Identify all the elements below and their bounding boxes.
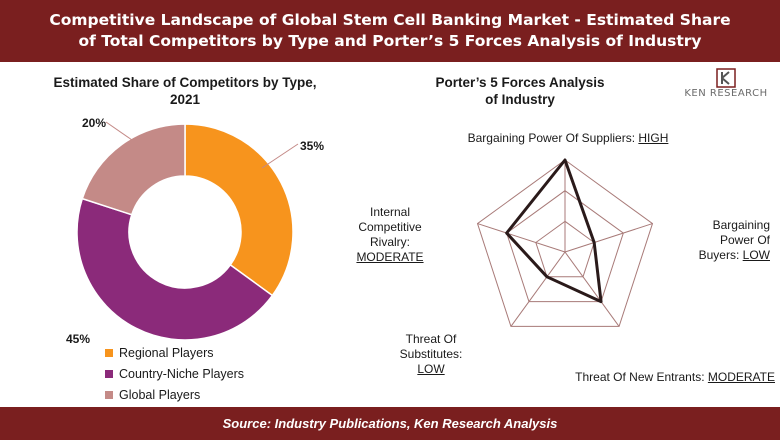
radar-grid-ring: [535, 220, 595, 278]
radar-label-substitutes: Threat Of Substitutes: LOW: [388, 332, 474, 377]
legend-label: Country-Niche Players: [119, 366, 245, 381]
radar-axis-level: MODERATE: [356, 250, 424, 264]
radar-axis-level: LOW: [417, 362, 445, 376]
pct-label-country-niche: 45%: [66, 332, 91, 346]
donut-chart: [76, 123, 294, 340]
radar-label-rivalry: Internal Competitive Rivalry: MODERATE: [340, 205, 440, 265]
donut-slice-country-niche: [76, 197, 274, 340]
donut-slice-regional: [184, 123, 294, 297]
donut-legend: Regional Players Country-Niche Players G…: [105, 342, 244, 405]
legend-label: Global Players: [119, 387, 201, 402]
radar-spoke: [564, 223, 653, 253]
legend-swatch: [105, 369, 113, 378]
radar-chart: [476, 158, 654, 327]
footer-banner: Source: Industry Publications, Ken Resea…: [0, 407, 780, 440]
logo-text: KEN RESEARCH: [684, 88, 768, 99]
radar-axis-name: Bargaining Power Of Buyers:: [698, 218, 770, 262]
donut-slice-global: [81, 123, 186, 216]
radar-axis-name: Threat Of Substitutes:: [399, 332, 463, 361]
radar-chart-title: Porter’s 5 Forces Analysis of Industry: [435, 75, 605, 107]
header-banner: Competitive Landscape of Global Stem Cel…: [0, 0, 780, 62]
radar-grid-ring: [506, 190, 624, 303]
legend-item-country-niche: Country-Niche Players: [105, 363, 244, 384]
legend-label: Regional Players: [119, 345, 214, 360]
pct-label-global: 20%: [82, 116, 107, 130]
source-note: Source: Industry Publications, Ken Resea…: [222, 416, 558, 431]
ken-research-logo-icon: [716, 68, 736, 88]
radar-series-line: [505, 158, 603, 304]
legend-item-regional: Regional Players: [105, 342, 244, 363]
legend-item-global: Global Players: [105, 384, 244, 405]
radar-label-suppliers: Bargaining Power Of Suppliers: HIGH: [448, 131, 688, 146]
radar-spoke: [477, 223, 566, 253]
radar-axis-name: Threat Of New Entrants:: [575, 370, 705, 384]
legend-swatch: [105, 348, 113, 357]
ken-research-logo: KEN RESEARCH: [676, 68, 776, 102]
radar-axis-name: Internal Competitive Rivalry:: [358, 205, 422, 249]
radar-axis-level: LOW: [742, 248, 770, 262]
radar-axis-name: Bargaining Power Of Suppliers:: [467, 131, 636, 145]
page-title: Competitive Landscape of Global Stem Cel…: [49, 11, 731, 50]
radar-grid-ring: [476, 159, 654, 327]
legend-swatch: [105, 390, 113, 399]
radar-axis-level: HIGH: [638, 131, 669, 145]
radar-spoke: [564, 251, 620, 327]
donut-chart-title: Estimated Share of Competitors by Type, …: [53, 75, 317, 107]
radar-label-new-entrants: Threat Of New Entrants: MODERATE: [530, 370, 775, 385]
radar-axis-level: MODERATE: [707, 370, 775, 384]
radar-spoke: [510, 251, 566, 327]
radar-label-buyers: Bargaining Power Of Buyers: LOW: [680, 218, 770, 263]
pct-label-regional: 35%: [300, 139, 325, 153]
